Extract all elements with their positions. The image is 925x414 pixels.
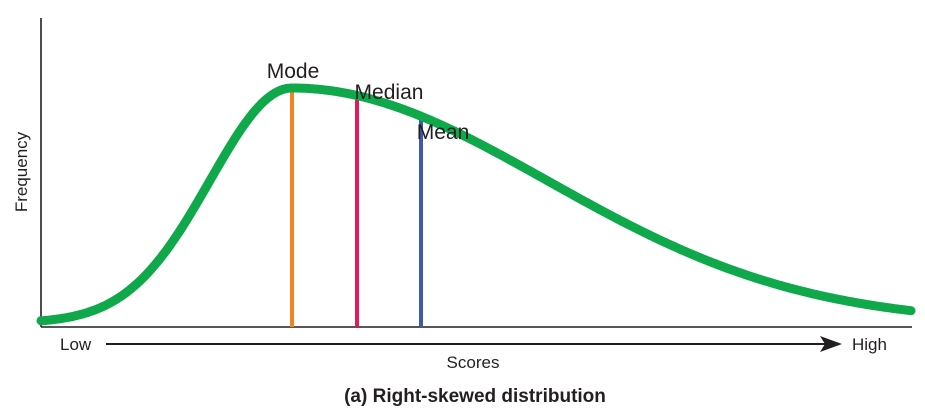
mode-label: Mode (267, 60, 320, 83)
x-axis-high-label: High (852, 335, 887, 354)
x-axis-arrowhead-icon (820, 336, 842, 352)
x-axis-low-label: Low (60, 335, 92, 354)
y-axis-label: Frequency (12, 131, 31, 212)
distribution-curve (36, 83, 916, 326)
figure-caption: (a) Right-skewed distribution (344, 386, 606, 407)
mean-label: Mean (417, 121, 470, 144)
median-label: Median (355, 81, 424, 104)
x-axis-label: Scores (447, 353, 500, 372)
